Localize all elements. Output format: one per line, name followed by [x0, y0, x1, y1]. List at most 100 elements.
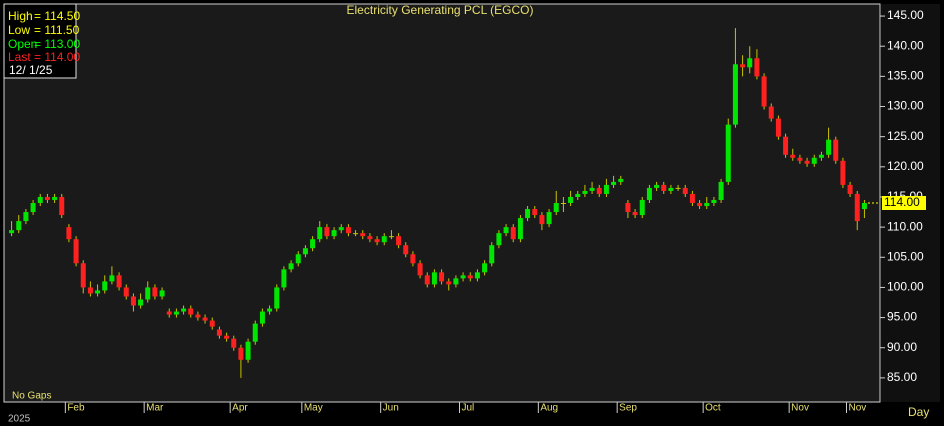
- x-tick-label: Jun: [383, 403, 399, 414]
- y-tick-label: 130.00: [887, 99, 924, 113]
- candle-body: [245, 341, 251, 360]
- candle-body: [145, 287, 151, 300]
- candle-body: [603, 184, 609, 194]
- candle-body: [338, 227, 344, 231]
- y-tick-label: 135.00: [887, 69, 924, 83]
- info-label: High: [8, 9, 33, 23]
- candle-body: [460, 275, 466, 279]
- candle-body: [66, 227, 72, 240]
- y-tick-label: 140.00: [887, 38, 924, 52]
- candle-body: [374, 239, 380, 243]
- candle-body: [525, 209, 531, 219]
- candle-body: [181, 308, 187, 312]
- candle-body: [138, 299, 144, 306]
- info-value: = 114.50: [34, 9, 80, 23]
- candle-body: [152, 287, 158, 297]
- info-label: Last: [8, 50, 31, 64]
- info-label: Open: [8, 37, 37, 51]
- candle-body: [639, 199, 645, 216]
- candle-body: [503, 227, 509, 234]
- candle-body: [288, 263, 294, 270]
- candle-body: [37, 196, 43, 203]
- candle-body: [388, 236, 394, 238]
- last-price-tag: [882, 196, 926, 210]
- candle-body: [360, 233, 366, 237]
- x-tick-label: Oct: [705, 403, 721, 414]
- candle-body: [811, 157, 817, 164]
- candle-body: [30, 203, 36, 213]
- candle-body: [403, 245, 409, 255]
- candle-body: [532, 209, 538, 216]
- candle-body: [188, 308, 194, 315]
- candle-body: [489, 245, 495, 264]
- x-tick-label: Nov: [849, 403, 867, 414]
- candle-body: [775, 118, 781, 137]
- candle-body: [231, 338, 237, 348]
- y-tick-label: 85.00: [887, 370, 917, 384]
- candle-body: [632, 212, 638, 216]
- candle-body: [589, 187, 595, 191]
- candle-body: [797, 157, 803, 161]
- candle-body: [553, 203, 559, 213]
- candle-body: [295, 254, 301, 264]
- period-label: Day: [908, 405, 929, 419]
- candle-body: [202, 317, 208, 321]
- candle-body: [324, 227, 330, 237]
- candle-body: [682, 187, 688, 194]
- candle-body: [216, 329, 222, 336]
- candle-body: [173, 311, 179, 315]
- candle-body: [826, 139, 832, 155]
- candle-body: [59, 196, 65, 216]
- candle-body: [259, 311, 265, 324]
- candle-body: [840, 160, 846, 185]
- candle-body: [654, 184, 660, 188]
- candle-body: [668, 187, 674, 191]
- chart-title: Electricity Generating PCL (EGCO): [347, 3, 534, 17]
- x-tick-label: May: [304, 403, 323, 414]
- y-tick-label: 95.00: [887, 310, 917, 324]
- candle-body: [331, 230, 337, 237]
- candle-body: [539, 215, 545, 225]
- candle-body: [517, 218, 523, 240]
- candle-body: [116, 275, 122, 288]
- candle-body: [102, 281, 108, 291]
- candle-body: [847, 184, 853, 194]
- candle-body: [73, 239, 79, 264]
- candle-body: [87, 287, 93, 294]
- candle-body: [618, 178, 624, 182]
- candle-body: [310, 239, 316, 249]
- candle-body: [496, 233, 502, 246]
- candle-body: [381, 236, 387, 243]
- candle-body: [159, 290, 165, 297]
- candle-body: [439, 272, 445, 282]
- candle-body: [596, 187, 602, 194]
- candle-body: [568, 196, 574, 203]
- x-tick-label: Aug: [540, 403, 558, 414]
- candle-body: [9, 230, 15, 234]
- candle-body: [754, 58, 760, 77]
- y-tick-label: 125.00: [887, 129, 924, 143]
- info-date: 12/ 1/25: [9, 63, 53, 77]
- candle-body: [80, 263, 86, 288]
- candle-body: [396, 236, 402, 246]
- gaps-note: No Gaps: [12, 391, 51, 402]
- candle-body: [718, 181, 724, 200]
- candle-body: [23, 212, 29, 222]
- candle-body: [44, 196, 50, 200]
- candle-body: [345, 227, 351, 234]
- candle-body: [861, 203, 867, 210]
- candle-body: [467, 275, 473, 279]
- candle-body: [424, 275, 430, 285]
- candle-body: [166, 311, 172, 315]
- candle-body: [267, 308, 273, 312]
- candle-body: [804, 160, 810, 164]
- candle-body: [833, 139, 839, 161]
- candle-body: [238, 347, 244, 360]
- candle-body: [453, 278, 459, 285]
- candle-body: [482, 263, 488, 273]
- candle-body: [52, 196, 58, 200]
- y-tick-label: 90.00: [887, 340, 917, 354]
- y-tick-label: 110.00: [887, 219, 923, 233]
